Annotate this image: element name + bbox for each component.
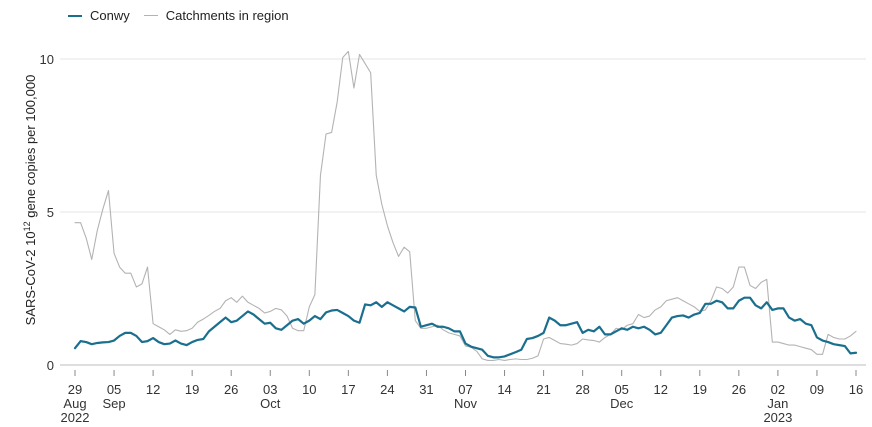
x-tick-label: 29 — [68, 382, 82, 397]
x-tick-label: 03 — [263, 382, 277, 397]
series-line-catchments — [74, 50, 857, 361]
y-axis: 0 5 10 — [40, 52, 54, 373]
x-tick-label: 05 — [107, 382, 121, 397]
legend-label-catchments: Catchments in region — [165, 8, 289, 23]
series-lines — [73, 50, 858, 361]
x-tick-label: 28 — [575, 382, 589, 397]
x-tick-label: Jan — [767, 396, 788, 411]
x-tick-label: 31 — [419, 382, 433, 397]
x-tick-label: 21 — [536, 382, 550, 397]
x-tick-label: 26 — [732, 382, 746, 397]
series-line-conwy — [73, 296, 858, 359]
x-tick-label: 24 — [380, 382, 394, 397]
x-tick-label: 10 — [302, 382, 316, 397]
y-tick-label: 10 — [40, 52, 54, 67]
y-tick-label: 5 — [47, 205, 54, 220]
x-tick-label: 19 — [693, 382, 707, 397]
x-tick-label: 02 — [771, 382, 785, 397]
legend-swatch-conwy — [68, 14, 82, 17]
x-tick-label: Dec — [610, 396, 634, 411]
x-tick-label: 19 — [185, 382, 199, 397]
legend-swatch-catchments — [143, 15, 158, 16]
x-tick-label: Nov — [454, 396, 478, 411]
x-tick-label: 16 — [849, 382, 863, 397]
x-tick-label: 2023 — [763, 410, 792, 425]
legend-item-conwy[interactable]: Conwy — [68, 8, 130, 23]
x-tick-label: 2022 — [61, 410, 90, 425]
x-tick-label: Oct — [260, 396, 281, 411]
x-tick-label: 09 — [810, 382, 824, 397]
x-tick-label: Aug — [63, 396, 86, 411]
x-tick-label: 17 — [341, 382, 355, 397]
x-tick-label: 12 — [146, 382, 160, 397]
legend-label-conwy: Conwy — [90, 8, 130, 23]
legend-item-catchments[interactable]: Catchments in region — [143, 8, 289, 23]
y-tick-label: 0 — [47, 358, 54, 373]
x-tick-label: 07 — [458, 382, 472, 397]
x-tick-label: 26 — [224, 382, 238, 397]
gridlines — [60, 58, 866, 366]
x-tick-label: 05 — [614, 382, 628, 397]
x-tick-label: 12 — [654, 382, 668, 397]
x-tick-label: Sep — [102, 396, 125, 411]
legend: Conwy Catchments in region — [68, 8, 303, 23]
x-tick-label: 14 — [497, 382, 511, 397]
